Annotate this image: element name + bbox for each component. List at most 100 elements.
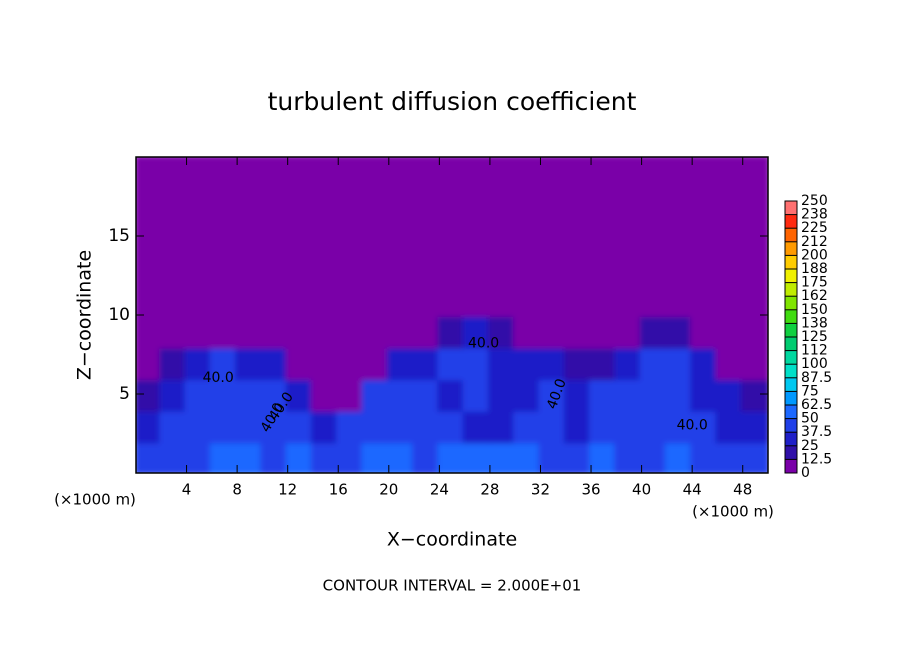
cell — [513, 157, 543, 191]
colorbar-swatch — [785, 405, 797, 419]
cell — [538, 249, 568, 286]
cell — [740, 407, 768, 444]
cell — [513, 407, 543, 444]
cell — [664, 376, 695, 412]
cell — [184, 376, 214, 412]
cell — [715, 313, 745, 349]
colorbar-swatch — [785, 459, 797, 473]
cell — [715, 186, 745, 223]
cell — [589, 313, 619, 349]
cell — [361, 439, 391, 473]
cell — [184, 249, 214, 286]
field-cells — [136, 157, 768, 473]
x-unit-label: (×1000 m) — [692, 503, 774, 521]
x-tick-label: 32 — [531, 481, 550, 499]
cell — [336, 376, 366, 412]
cell — [538, 218, 568, 254]
colorbar-swatch — [785, 309, 797, 324]
cell — [614, 376, 644, 412]
cell — [361, 313, 391, 349]
cell — [715, 407, 745, 444]
cell — [412, 376, 442, 412]
colorbar-label: 238 — [801, 207, 828, 223]
cell — [437, 281, 467, 317]
cell — [462, 407, 492, 444]
cell — [285, 218, 315, 254]
colorbar-label: 0 — [801, 465, 810, 481]
cell — [538, 157, 568, 191]
cell — [437, 186, 467, 223]
cell — [412, 186, 442, 223]
cell — [462, 376, 492, 412]
cell — [159, 281, 189, 317]
x-tick-label: 36 — [581, 481, 600, 499]
cell — [589, 157, 619, 191]
cell — [437, 157, 467, 191]
cell — [159, 186, 189, 223]
cell — [715, 218, 745, 254]
cell — [209, 249, 240, 286]
cell — [159, 407, 189, 444]
colorbar-label: 175 — [801, 275, 828, 291]
cell — [412, 313, 442, 349]
cell — [209, 218, 240, 254]
cell — [664, 249, 695, 286]
cell — [487, 281, 518, 317]
cell — [462, 313, 492, 349]
cell — [260, 344, 290, 381]
cell — [589, 344, 619, 381]
cell — [159, 376, 189, 412]
cell — [184, 439, 214, 473]
cell — [336, 249, 366, 286]
cell — [136, 407, 164, 444]
cell — [336, 313, 366, 349]
cell — [235, 186, 265, 223]
x-tick-label: 4 — [182, 481, 192, 499]
cell — [639, 281, 669, 317]
cell — [412, 249, 442, 286]
y-tick-label: 15 — [108, 226, 130, 246]
cell — [437, 376, 467, 412]
cell — [260, 376, 290, 412]
x-tick-label: 40 — [632, 481, 651, 499]
cell — [690, 344, 720, 381]
cell — [437, 439, 467, 473]
cell — [563, 186, 594, 223]
cell — [136, 249, 164, 286]
cell — [487, 218, 518, 254]
cell — [336, 344, 366, 381]
cell — [513, 313, 543, 349]
cell — [285, 407, 315, 444]
cell — [563, 439, 594, 473]
cell — [614, 281, 644, 317]
cell — [136, 186, 164, 223]
cell — [563, 407, 594, 444]
cell — [614, 407, 644, 444]
cell — [538, 439, 568, 473]
cell — [487, 439, 518, 473]
cell — [589, 407, 619, 444]
cell — [538, 407, 568, 444]
cell — [639, 407, 669, 444]
x-tick-label: 24 — [430, 481, 449, 499]
cell — [664, 407, 695, 444]
cell — [361, 157, 391, 191]
cell — [589, 249, 619, 286]
cell — [184, 344, 214, 381]
cell — [184, 313, 214, 349]
cell — [386, 376, 417, 412]
cell — [462, 157, 492, 191]
cell — [614, 313, 644, 349]
cell — [563, 281, 594, 317]
cell — [715, 439, 745, 473]
cell — [260, 281, 290, 317]
cell — [690, 439, 720, 473]
cell — [184, 407, 214, 444]
x-tick-label: 44 — [683, 481, 702, 499]
cell — [487, 376, 518, 412]
colorbar-swatch — [785, 391, 797, 405]
cell — [260, 407, 290, 444]
colorbar-label: 25 — [801, 438, 819, 454]
cell — [260, 157, 290, 191]
cell — [639, 249, 669, 286]
